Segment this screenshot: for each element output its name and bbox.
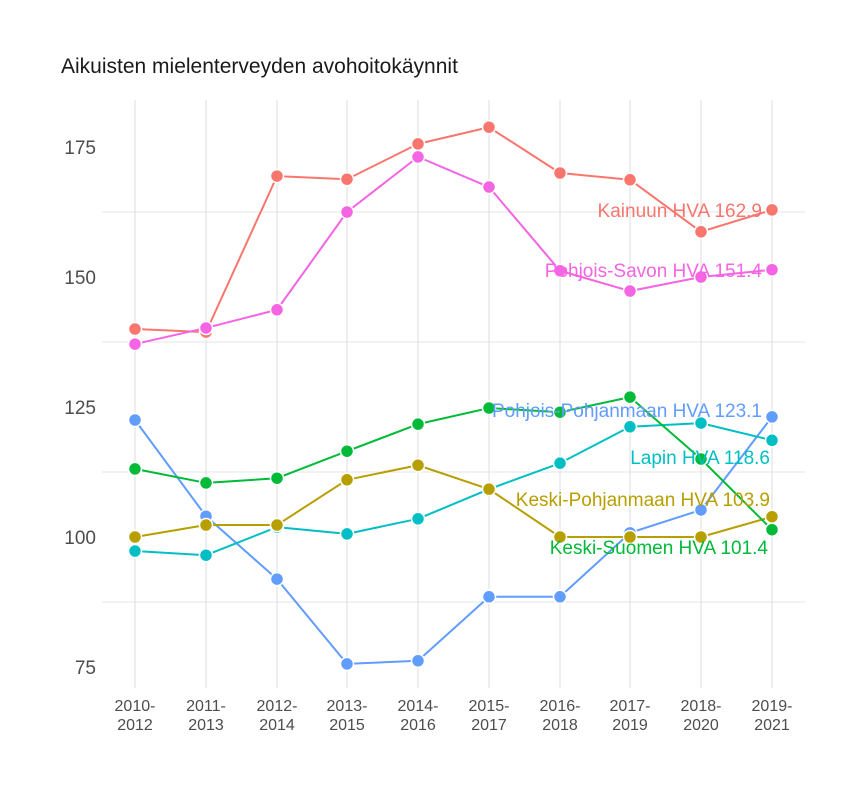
y-tick-label: 150: [64, 268, 96, 289]
data-point[interactable]: [764, 202, 780, 218]
series-line: [134, 416, 773, 665]
x-tick-label: 2011-2013: [186, 698, 226, 734]
data-point[interactable]: [269, 470, 285, 486]
data-point[interactable]: [552, 165, 568, 181]
y-tick-label: 125: [64, 398, 96, 419]
data-point[interactable]: [622, 419, 638, 435]
series-line: [134, 126, 773, 334]
data-point[interactable]: [481, 400, 497, 416]
x-axis: 2010-2012 2011-2013 2012-2014 2013-2015 2014…: [115, 698, 793, 734]
y-tick-label: 100: [64, 528, 96, 549]
series-end-label: Pohjois-Savon HVA 151.4: [545, 261, 763, 282]
data-point[interactable]: [339, 204, 355, 220]
data-point[interactable]: [693, 502, 709, 518]
data-point[interactable]: [127, 321, 143, 337]
x-tick-label: 2018-2020: [681, 698, 722, 734]
data-point[interactable]: [127, 529, 143, 545]
data-point[interactable]: [622, 389, 638, 405]
data-point[interactable]: [339, 526, 355, 542]
grid-lines: [102, 100, 805, 688]
data-point[interactable]: [481, 119, 497, 135]
data-point[interactable]: [198, 475, 214, 491]
data-point[interactable]: [693, 224, 709, 240]
data-point[interactable]: [410, 511, 426, 527]
data-point[interactable]: [622, 283, 638, 299]
data-point[interactable]: [269, 168, 285, 184]
data-point[interactable]: [693, 529, 709, 545]
data-point[interactable]: [198, 320, 214, 336]
series-line: [134, 464, 773, 538]
data-point[interactable]: [410, 416, 426, 432]
data-point[interactable]: [410, 136, 426, 152]
data-point[interactable]: [198, 517, 214, 533]
data-point[interactable]: [552, 263, 568, 279]
data-point[interactable]: [269, 571, 285, 587]
x-tick-label: 2013-2015: [327, 698, 368, 734]
data-point[interactable]: [552, 589, 568, 605]
series-line: [134, 422, 773, 557]
series-lapin-hva: [127, 415, 780, 563]
data-point[interactable]: [622, 172, 638, 188]
data-point[interactable]: [269, 302, 285, 318]
series-keski-pohjanmaan-hva: [127, 457, 780, 545]
y-tick-label: 75: [75, 658, 96, 679]
data-point[interactable]: [127, 543, 143, 559]
data-point[interactable]: [269, 517, 285, 533]
data-point[interactable]: [552, 455, 568, 471]
data-point[interactable]: [693, 451, 709, 467]
data-point[interactable]: [127, 336, 143, 352]
data-point[interactable]: [127, 461, 143, 477]
x-tick-label: 2017-2019: [610, 698, 651, 734]
series-end-label: Kainuun HVA 162.9: [598, 201, 762, 222]
data-point[interactable]: [693, 415, 709, 431]
series-end-label: Keski-Pohjanmaan HVA 103.9: [516, 490, 770, 511]
data-point[interactable]: [481, 179, 497, 195]
series-group: [127, 119, 780, 672]
series-end-label: Keski-Suomen HVA 101.4: [550, 538, 769, 559]
data-point[interactable]: [198, 547, 214, 563]
data-point[interactable]: [481, 481, 497, 497]
series-line: [134, 396, 773, 531]
data-point[interactable]: [339, 171, 355, 187]
series-labels: Kainuun HVA 162.9 Pohjois-Savon HVA 151.4…: [492, 201, 770, 559]
data-point[interactable]: [339, 443, 355, 459]
data-point[interactable]: [622, 529, 638, 545]
series-keski-suomen-hva: [127, 389, 780, 537]
series-end-label: Pohjois-Pohjanmaan HVA 123.1: [492, 401, 762, 422]
x-tick-label: 2010-2012: [115, 698, 156, 734]
data-point[interactable]: [410, 457, 426, 473]
series-pohjois-pohjanmaan-hva: [127, 409, 780, 672]
data-point[interactable]: [339, 656, 355, 672]
series-end-label: Lapin HVA 118.6: [630, 448, 770, 469]
data-point[interactable]: [764, 522, 780, 537]
data-point[interactable]: [764, 509, 780, 524]
series-kainuun-hva: [127, 119, 780, 340]
x-tick-label: 2016-2018: [540, 698, 581, 734]
data-point[interactable]: [552, 529, 568, 545]
x-tick-label: 2019-2021: [752, 698, 793, 734]
x-tick-label: 2015-2017: [469, 698, 510, 734]
data-point[interactable]: [410, 653, 426, 669]
chart-title: Aikuisten mielenterveyden avohoitokäynni…: [61, 55, 458, 78]
data-point[interactable]: [764, 433, 780, 448]
y-tick-label: 175: [64, 138, 96, 159]
x-tick-label: 2014-2016: [398, 698, 439, 734]
series-pohjois-savon-hva: [127, 149, 780, 352]
x-tick-label: 2012-2014: [257, 698, 298, 734]
data-point[interactable]: [693, 269, 709, 285]
data-point[interactable]: [339, 472, 355, 488]
data-point[interactable]: [410, 149, 426, 165]
data-point[interactable]: [764, 409, 780, 425]
data-point[interactable]: [127, 412, 143, 428]
data-point[interactable]: [552, 404, 568, 420]
y-axis: 75 100 125 150 175: [64, 138, 96, 679]
data-point[interactable]: [764, 262, 780, 277]
data-point[interactable]: [481, 589, 497, 605]
series-line: [134, 155, 773, 346]
